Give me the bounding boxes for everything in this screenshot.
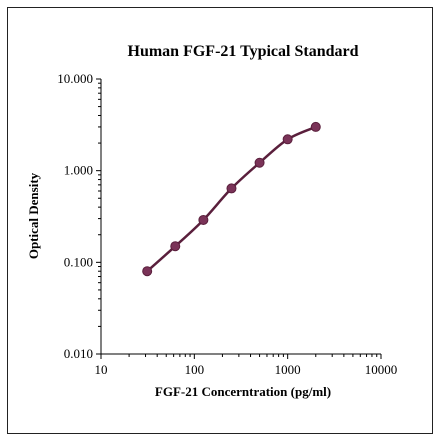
ticks: 0.010 0.100 1.000 10.000 10 100 1000 10000	[57, 71, 397, 377]
data-point	[310, 121, 321, 132]
x-tick-label: 1000	[275, 362, 301, 377]
x-tick-label: 10000	[365, 362, 398, 377]
y-tick-label: 10.000	[57, 71, 93, 86]
data-point	[282, 134, 293, 145]
axes	[100, 79, 381, 355]
y-tick-label: 0.100	[64, 254, 93, 269]
data-point	[198, 214, 209, 225]
plot-area	[142, 121, 321, 277]
chart-frame	[7, 7, 433, 434]
y-tick-label: 1.000	[64, 163, 93, 178]
data-point	[170, 241, 181, 252]
data-point	[226, 183, 237, 194]
x-axis-label: FGF-21 Concerntration (pg/ml)	[155, 384, 331, 399]
x-tick-label: 10	[95, 362, 108, 377]
data-point	[142, 266, 153, 277]
chart-title: Human FGF-21 Typical Standard	[128, 43, 359, 60]
x-tick-label: 100	[185, 362, 205, 377]
y-axis-label: Optical Density	[26, 172, 41, 259]
y-tick-label: 0.010	[64, 346, 93, 361]
data-point	[254, 157, 265, 168]
